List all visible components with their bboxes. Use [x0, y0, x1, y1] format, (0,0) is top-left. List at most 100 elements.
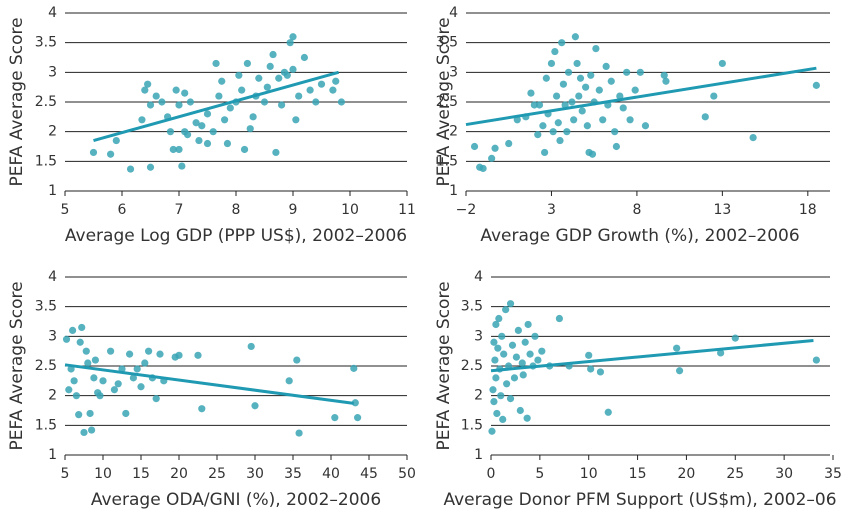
- y-tick-label: 1.5: [35, 153, 57, 169]
- scatter-point: [554, 119, 562, 127]
- scatter-point: [181, 89, 189, 97]
- x-tick-label: 7: [175, 202, 184, 218]
- x-tick-label: 11: [398, 202, 416, 218]
- scatter-point: [558, 39, 566, 47]
- scatter-point: [82, 347, 90, 355]
- scatter-point: [312, 98, 320, 106]
- scatter-point: [596, 368, 605, 376]
- x-axis-label: Average GDP Growth (%), 2002–2006: [480, 226, 799, 246]
- scatter-point: [602, 62, 610, 70]
- y-tick-label: 3: [474, 328, 483, 344]
- scatter-point: [573, 59, 581, 68]
- x-tick-label: 20: [678, 466, 696, 482]
- scatter-point: [570, 116, 578, 124]
- scatter-point: [514, 326, 522, 334]
- scatter-point: [490, 398, 498, 406]
- scatter-point: [547, 59, 556, 68]
- scatter-point: [588, 150, 597, 158]
- scatter-point: [535, 101, 544, 109]
- scatter-point: [499, 415, 507, 423]
- y-tick-label: 3: [48, 64, 57, 80]
- x-tick-label: 35: [824, 466, 842, 482]
- x-tick-label: 30: [246, 466, 264, 482]
- y-tick-label: 1.5: [461, 417, 483, 433]
- y-tick-label: 3: [449, 64, 458, 80]
- scatter-point: [611, 128, 619, 136]
- scatter-point: [183, 131, 192, 139]
- y-tick-label: 4: [48, 5, 57, 21]
- x-axis-label: Average Donor PFM Support (US$m), 2002–0…: [443, 490, 836, 510]
- scatter-point: [506, 395, 515, 403]
- scatter-point: [69, 326, 77, 334]
- scatter-point: [604, 408, 612, 416]
- scatter-point: [272, 148, 280, 157]
- scatter-point: [86, 409, 94, 418]
- scatter-point: [710, 92, 718, 100]
- scatter-point: [494, 344, 502, 352]
- scatter-point: [78, 323, 86, 332]
- scatter-point: [491, 144, 499, 152]
- scatter-point: [564, 68, 573, 76]
- scatter-point: [641, 122, 650, 130]
- scatter-point: [292, 116, 300, 124]
- scatter-point: [493, 409, 501, 418]
- y-tick-label: 1.5: [35, 417, 57, 433]
- scatter-point: [88, 426, 96, 434]
- scatter-point: [243, 59, 251, 68]
- scatter-point: [249, 113, 257, 121]
- x-tick-label: 50: [398, 466, 416, 482]
- scatter-point: [126, 165, 135, 173]
- x-axis-label: Average Log GDP (PPP US$), 2002–2006: [65, 226, 407, 246]
- scatter-point: [505, 139, 513, 148]
- scatter-point: [660, 71, 668, 79]
- scatter-point: [62, 335, 71, 343]
- scatter-point: [76, 338, 84, 346]
- y-tick-label: 4: [48, 269, 57, 285]
- trend-line: [465, 66, 817, 127]
- scatter-point: [497, 392, 505, 400]
- scatter-point: [549, 128, 557, 136]
- scatter-point: [247, 342, 255, 351]
- scatter-point: [169, 145, 177, 154]
- y-tick-label: 3.5: [436, 35, 458, 51]
- scatter-point: [568, 98, 576, 106]
- scatter-point: [178, 162, 186, 170]
- y-tick-label: 1: [48, 183, 57, 199]
- scatter-point: [556, 136, 564, 145]
- x-axis-label: Average ODA/GNI (%), 2002–2006: [91, 490, 381, 510]
- scatter-point: [255, 74, 263, 82]
- x-tick-label: 10: [94, 466, 112, 482]
- scatter-point: [283, 71, 291, 79]
- scatter-point: [90, 374, 98, 382]
- scatter-point: [235, 71, 243, 79]
- y-axis-label: PEFA Average Score: [7, 281, 27, 450]
- scatter-point: [479, 164, 487, 173]
- scatter-point: [172, 86, 180, 94]
- x-tick-label: 5: [61, 202, 70, 218]
- scatter-point: [631, 86, 639, 94]
- scatter-point: [506, 300, 515, 308]
- scatter-point: [295, 429, 303, 437]
- scatter-point: [306, 86, 314, 94]
- scatter-point: [295, 92, 303, 100]
- scatter-point: [571, 33, 579, 41]
- scatter-point: [158, 98, 166, 106]
- scatter-point: [89, 148, 98, 157]
- x-tick-label: 40: [322, 466, 340, 482]
- scatter-point: [144, 80, 152, 88]
- scatter-point: [198, 122, 206, 130]
- scatter-point: [251, 402, 259, 410]
- scatter-point: [582, 83, 590, 91]
- scatter-point: [266, 62, 274, 70]
- trend-line: [64, 363, 354, 405]
- scatter-point: [246, 125, 254, 133]
- scatter-point: [583, 122, 591, 130]
- scatter-point: [141, 359, 149, 367]
- scatter-point: [112, 136, 120, 145]
- y-tick-label: 4: [449, 5, 458, 21]
- scatter-point: [129, 374, 137, 382]
- y-tick-label: 2: [48, 124, 57, 140]
- scatter-point: [701, 113, 709, 121]
- y-tick-label: 2: [48, 388, 57, 404]
- scatter-point: [612, 142, 621, 151]
